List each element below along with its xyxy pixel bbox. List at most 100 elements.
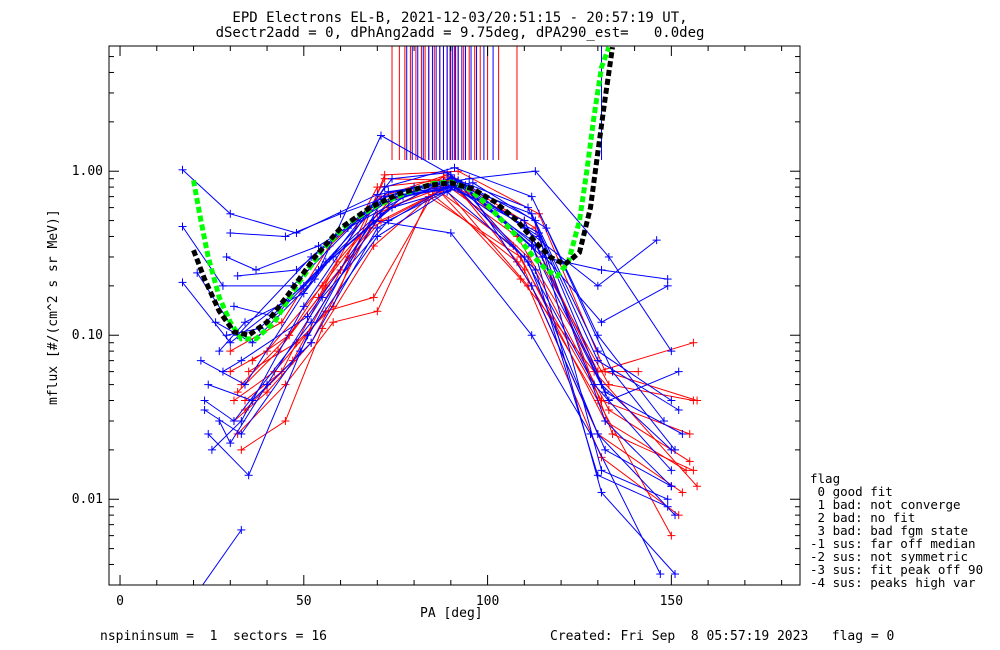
legend-item: -1 sus: far off median [810,536,976,551]
blue-series-point [226,209,235,218]
blue-series-point [527,331,536,340]
y-axis-label: mflux [#/(cm^2 s sr MeV)] [46,209,61,405]
blue-series-point [299,289,308,298]
blue-series-point [237,356,246,365]
blue-series-point [674,367,683,376]
blue-series-point [667,347,676,356]
blue-series-point [314,241,323,250]
blue-series-point [671,445,680,454]
x-tick-label: 150 [660,594,683,609]
blue-series-point [678,429,687,438]
blue-series-point [248,338,257,347]
blue-series-line [211,167,665,451]
blue-series-point [597,318,606,327]
blue-series-point [321,257,330,266]
blue-series-point [597,466,606,475]
blue-series-point [226,229,235,238]
blue-series-point [215,416,224,425]
blue-series-point [671,511,680,520]
red-series-point [693,396,702,405]
blue-series-point [601,388,610,397]
blue-series-point [204,429,213,438]
blue-series-point [226,439,235,448]
red-series-point [608,429,617,438]
blue-series-point [538,252,547,261]
blue-series-point [601,445,610,454]
chart-title-line1: EPD Electrons EL-B, 2021-12-03/20:51:15 … [232,10,688,26]
red-series-point [229,396,238,405]
blue-series-point [663,502,672,511]
blue-series-point [263,380,272,389]
blue-series-point [601,416,610,425]
blue-series-point [240,380,249,389]
blue-series-point [196,356,205,365]
blue-series-point [384,187,393,196]
red-series-point [248,356,257,365]
blue-series-point [237,525,246,534]
blue-series-point [465,174,474,183]
blue-series-point [597,380,606,389]
red-series-line [241,193,672,536]
blue-series-point [240,318,249,327]
blue-series-point [663,281,672,290]
red-series-point [226,367,235,376]
blue-series-point [190,594,198,602]
blue-series-point [527,281,536,290]
blue-series-line [237,182,676,451]
red-series-line [237,195,687,471]
y-tick-label: 0.10 [72,328,103,343]
blue-series-point [468,178,477,187]
blue-series-point [663,275,672,284]
blue-series-point [674,406,683,415]
red-series-line [244,184,639,401]
blue-series-point [218,367,227,376]
blue-series-point [663,495,672,504]
blue-series-point [237,429,246,438]
blue-series-point [222,331,231,340]
chart-title-line2: dSectr2add = 0, dPhAng2add = 9.75deg, dP… [215,25,705,41]
blue-series-point [292,265,301,274]
blue-series-point [226,338,235,347]
red-series-point [685,457,694,466]
blue-series-point [336,209,345,218]
legend-item: -3 sus: fit peak off 90 [810,562,984,577]
blue-series-point [376,131,385,140]
blue-series-point [233,271,242,280]
blue-series-point [656,570,665,579]
red-series-line [248,170,698,401]
blue-series-point [244,471,253,480]
red-series-point [685,429,694,438]
blue-series-point [608,367,617,376]
blue-series-point [590,380,599,389]
blue-series-point [531,265,540,274]
blue-series-point [281,232,290,241]
blue-series-line [226,184,668,280]
blue-series-point [207,445,216,454]
x-tick-label: 100 [476,594,499,609]
blue-series-point [542,224,551,233]
blue-series-point [204,380,213,389]
blue-series-line [200,186,676,516]
blue-series-point [222,252,231,261]
blue-series-point [296,347,305,356]
blue-series-point [307,318,316,327]
blue-series-point [384,216,393,225]
blue-series-line [222,220,661,575]
blue-series-point [652,236,661,245]
blue-series-point [450,163,459,172]
red-series-line [233,188,690,435]
blue-series-point [593,356,602,365]
legend-item: -4 sus: peaks high var [810,575,976,590]
y-tick-label: 1.00 [72,164,103,179]
red-series-point [380,170,389,179]
blue-series-line [202,529,242,585]
plot-frame [108,45,801,586]
blue-series-point [229,302,238,311]
red-series-point [634,367,643,376]
legend-title: flag [810,471,841,486]
legend-item: 0 good fit [810,484,893,499]
blue-series-point [527,192,536,201]
red-series-point [604,406,613,415]
blue-series-point [178,165,187,174]
x-tick-label: 0 [116,594,124,609]
